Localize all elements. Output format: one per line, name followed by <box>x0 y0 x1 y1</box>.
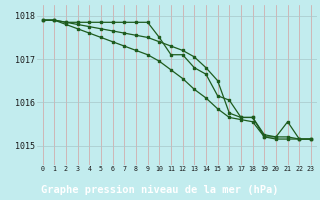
Text: Graphe pression niveau de la mer (hPa): Graphe pression niveau de la mer (hPa) <box>41 185 279 195</box>
